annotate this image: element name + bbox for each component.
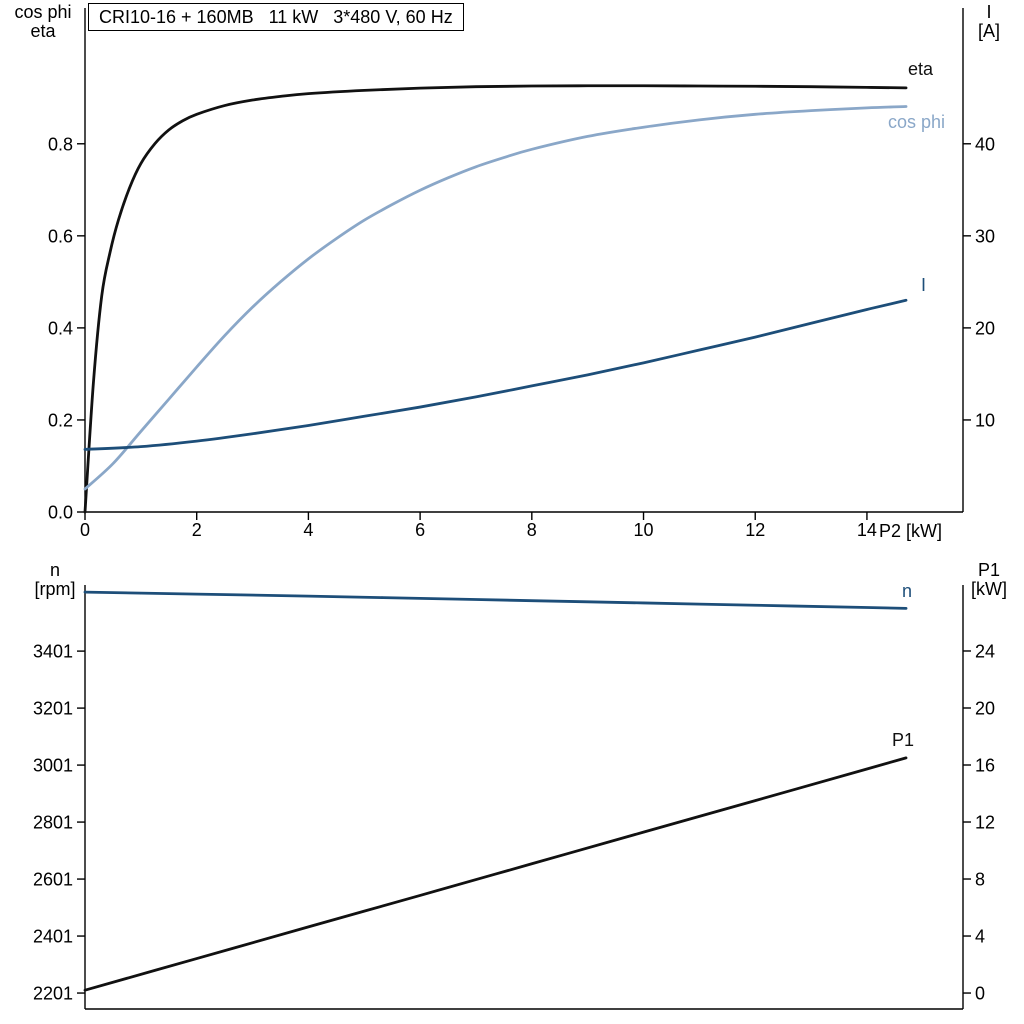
curve-current [83, 298, 908, 451]
left-tick-label: 2601 [33, 870, 73, 890]
curve-cos-phi [83, 105, 908, 491]
axis-title-cos-phi: cos phi [14, 2, 72, 22]
top-left-axis-title: cos phi eta [4, 3, 82, 41]
bottom-right-axis-title: P1 [kW] [960, 561, 1018, 599]
left-tick-label: 3401 [33, 642, 73, 662]
right-tick-label: 20 [975, 698, 995, 718]
left-tick-label: 2201 [33, 984, 73, 1004]
curve-label-speed: n [902, 581, 913, 601]
axis-title-eta: eta [30, 21, 56, 41]
x-tick-label: 14 [857, 520, 877, 540]
right-tick-label: 40 [975, 134, 995, 154]
left-tick-label: 2801 [33, 813, 73, 833]
right-tick-label: 12 [975, 813, 995, 833]
top-right-axis-title: I [A] [960, 3, 1018, 41]
left-tick-label: 0.4 [48, 318, 73, 338]
chart-title: CRI10-16 + 160MB 11 kW 3*480 V, 60 Hz [88, 3, 464, 31]
x-tick-label: 2 [192, 520, 202, 540]
left-tick-label: 3001 [33, 756, 73, 776]
curve-speed [83, 590, 908, 610]
right-tick-label: 20 [975, 318, 995, 338]
right-tick-label: 4 [975, 927, 985, 947]
left-tick-label: 0.2 [48, 410, 73, 430]
left-tick-label: 0.6 [48, 226, 73, 246]
curve-label-current: I [921, 275, 927, 295]
x-tick-label: 0 [80, 520, 90, 540]
axis-title-speed-unit: [rpm] [34, 579, 76, 599]
x-tick-label: 4 [303, 520, 313, 540]
axis-title-speed: n [49, 560, 60, 580]
axis-title-current: I [986, 2, 992, 22]
x-tick-label: 8 [527, 520, 537, 540]
left-tick-label: 0.8 [48, 134, 73, 154]
right-tick-label: 8 [975, 870, 985, 890]
curve-eta [83, 84, 908, 514]
axis-title-current-unit: [A] [977, 21, 1000, 41]
axis-title-p1-unit: [kW] [971, 579, 1007, 599]
x-axis-label: P2 [kW] [879, 521, 943, 541]
axis-title-p1: P1 [977, 560, 1001, 580]
right-tick-label: 10 [975, 410, 995, 430]
right-tick-label: 30 [975, 226, 995, 246]
panel-speed-and-input-power: 2201 2401 2601 2801 3001 3201 3401 0 4 8 12 16 20 24 [33, 585, 995, 1010]
x-tick-label: 10 [634, 520, 654, 540]
panel-motor-eta-cosphi-current: 0.0 0.2 0.4 0.6 0.8 10 20 30 40 0 2 4 6 8 10 12 14 [48, 8, 995, 540]
right-tick-label: 16 [975, 756, 995, 776]
bottom-left-axis-title: n [rpm] [16, 561, 94, 599]
left-tick-label: 3201 [33, 699, 73, 719]
x-tick-label: 12 [745, 520, 765, 540]
curve-label-cos-phi: cos phi [888, 112, 946, 132]
right-tick-label: 0 [975, 984, 985, 1004]
right-tick-label: 24 [975, 641, 995, 661]
curve-label-eta: eta [908, 59, 934, 79]
curve-label-p1: P1 [892, 730, 915, 750]
curve-power-input [83, 756, 908, 992]
left-tick-label: 2401 [33, 927, 73, 947]
x-tick-label: 6 [415, 520, 425, 540]
left-tick-label: 0.0 [48, 503, 73, 523]
